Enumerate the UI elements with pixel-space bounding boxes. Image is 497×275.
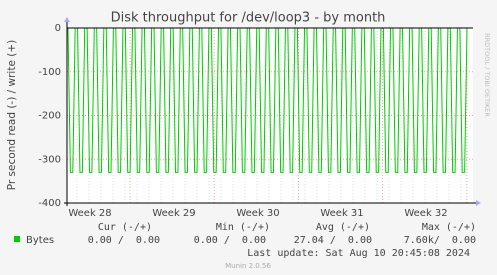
- footer: Munin 2.0.56: [225, 262, 271, 270]
- axis-arrow: [476, 200, 481, 206]
- x-tick-label: Week 31: [320, 208, 363, 219]
- y-tick-label: -100: [38, 67, 61, 78]
- y-tick-label: -300: [38, 154, 61, 165]
- summary-cell: 27.04 / 0.00: [294, 235, 372, 246]
- x-tick-label: Week 28: [68, 208, 111, 219]
- legend-swatch: [14, 236, 20, 242]
- y-axis-label: Pr second read (-) / write (+): [6, 40, 18, 191]
- y-tick-label: -200: [38, 111, 61, 122]
- x-tick-label: Week 29: [152, 208, 195, 219]
- summary-header: Cur (-/+): [98, 222, 152, 233]
- y-tick-label: 0: [55, 23, 61, 34]
- legend-entry: Bytes: [26, 235, 54, 246]
- side-label: RRDTOOL / TOBI OETIKER: [483, 33, 491, 117]
- y-tick-label: -400: [38, 198, 61, 209]
- summary-header: Min (-/+): [216, 222, 270, 233]
- summary-cell: 0.00 / 0.00: [194, 235, 266, 246]
- summary-cell: 0.00 / 0.00: [88, 235, 160, 246]
- x-tick-label: Week 30: [236, 208, 279, 219]
- summary-cell: 7.60k/ 0.00: [404, 235, 476, 246]
- axis-arrow: [64, 17, 70, 22]
- summary-header: Avg (-/+): [316, 222, 370, 233]
- x-tick-label: Week 32: [404, 208, 447, 219]
- last-update: Last update: Sat Aug 10 20:45:08 2024: [247, 248, 470, 259]
- summary-header: Max (-/+): [422, 222, 476, 233]
- chart-title: Disk throughput for /dev/loop3 - by mont…: [111, 11, 386, 26]
